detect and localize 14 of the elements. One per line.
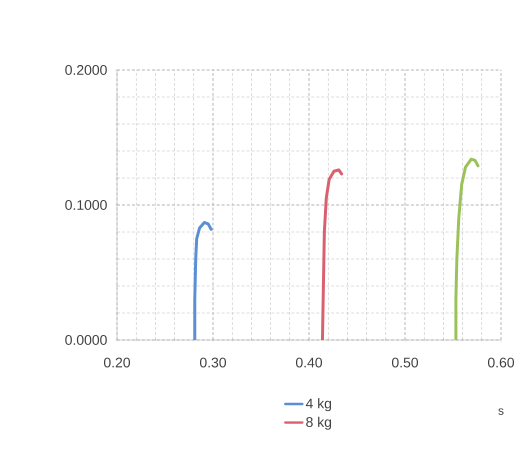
x-tick-label: 0.20 bbox=[104, 358, 130, 368]
x-tick-label: 0.30 bbox=[200, 358, 226, 368]
y-tick-label: 0.1000 bbox=[65, 200, 107, 210]
x-tick-label: 0.60 bbox=[488, 358, 514, 368]
legend-label: 8 kg bbox=[306, 416, 332, 430]
line-series bbox=[454, 158, 480, 340]
line-series bbox=[193, 221, 213, 340]
line-series bbox=[320, 168, 344, 340]
x-axis-title: s bbox=[498, 408, 504, 415]
legend-label: 4 kg bbox=[306, 398, 332, 412]
y-tick-label: 0.0000 bbox=[65, 335, 107, 345]
x-tick-label: 0.50 bbox=[392, 358, 418, 368]
y-tick-label: 0.2000 bbox=[65, 65, 107, 75]
x-tick-label: 0.40 bbox=[296, 358, 322, 368]
